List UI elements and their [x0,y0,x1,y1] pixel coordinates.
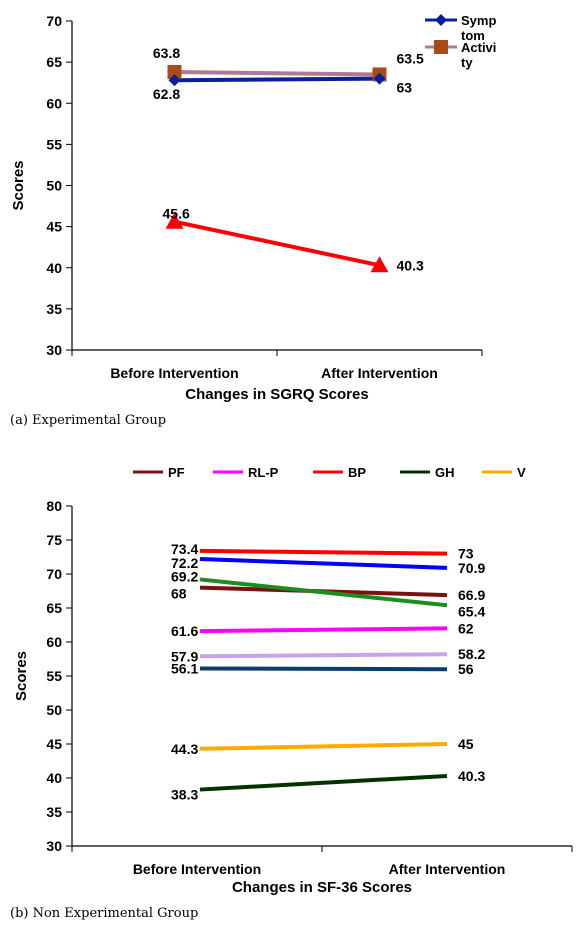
series-line [199,773,448,792]
series-line [174,69,380,77]
data-label: 63.8 [153,45,180,61]
y-axis-title: Scores [13,651,30,701]
data-label: 66.9 [458,587,485,603]
data-label: 62 [458,620,474,636]
caption-experimental-group: (a) Experimental Group [10,413,167,428]
x-axis-title: Changes in SGRQ Scores [185,386,368,403]
y-tick-label: 65 [46,600,62,616]
diamond-marker [435,14,447,26]
data-label: 72.2 [171,555,198,571]
y-tick-label: 45 [46,736,62,752]
legend-label: BP [348,465,366,480]
y-tick-label: 70 [46,13,62,29]
data-label: 68 [171,586,187,602]
data-label: 69.2 [171,568,198,584]
square-marker [167,64,182,79]
legend-label: GH [435,465,455,480]
y-tick-label: 80 [46,498,62,514]
legend-label: PF [168,465,185,480]
chart-non-experimental-group: 30 35 40 45 50 55 60 65 70 75 80 Before Interventio… [13,465,573,896]
data-label: 62.8 [153,86,180,102]
data-label: 65.4 [458,603,485,619]
data-label: 70.9 [458,560,485,576]
triangle-marker [370,256,389,273]
y-tick-label: 55 [46,668,62,684]
x-tick-label: Before Intervention [133,861,261,877]
legend-label: V [517,465,526,480]
series-line [199,548,448,556]
series-line [199,742,448,751]
x-tick-label: After Intervention [321,365,438,381]
x-axis-title: Changes in SF-36 Scores [232,879,412,896]
y-tick-label: 60 [46,634,62,650]
series-line [174,219,380,268]
series-line [174,76,380,83]
data-label: 73 [458,546,474,562]
series-line [199,666,448,672]
data-label: 40.3 [397,257,424,273]
y-tick-label: 30 [46,342,62,358]
data-label: 44.3 [171,741,198,757]
y-tick-label: 30 [46,838,62,854]
y-tick-label: 40 [46,260,62,276]
diamond-marker [373,72,386,85]
caption-non-experimental-group: (b) Non Experimental Group [10,906,199,921]
data-label: 45.6 [163,206,190,222]
data-label: 57.9 [171,648,198,664]
y-tick-label: 35 [46,301,62,317]
square-marker [434,40,448,54]
y-tick-label: 50 [46,702,62,718]
data-label: 58.2 [458,646,485,662]
legend-label: Activi [461,40,496,55]
series-line [199,626,448,634]
y-tick-label: 70 [46,566,62,582]
x-tick-label: Before Intervention [110,365,238,381]
series-line [199,557,448,570]
legend-label: Symp [461,13,496,28]
data-label: 61.6 [171,623,198,639]
y-tick-label: 55 [46,136,62,152]
legend-label: ty [461,55,473,70]
x-tick-label: After Intervention [389,861,506,877]
legend-label: RL-P [248,465,279,480]
y-tick-label: 60 [46,95,62,111]
y-tick-label: 50 [46,178,62,194]
data-label: 45 [458,736,474,752]
series-line [199,652,448,659]
y-tick-label: 35 [46,804,62,820]
data-label: 63.5 [397,50,424,66]
diamond-marker [168,74,181,87]
y-tick-label: 45 [46,219,62,235]
series-line [199,577,448,608]
y-tick-label: 75 [46,532,62,548]
triangle-marker [165,212,184,229]
data-label: 56 [458,661,474,677]
data-label: 73.4 [171,541,198,557]
data-label: 38.3 [171,787,198,803]
chart-experimental-group: 30 35 40 45 50 55 60 65 70 Before Intervention Aft… [10,13,496,403]
y-tick-label: 65 [46,54,62,70]
data-label: 63 [397,80,413,96]
data-label: 40.3 [458,768,485,784]
data-label: 56.1 [171,661,198,677]
legend-label: tom [461,28,485,43]
y-tick-label: 40 [46,770,62,786]
y-axis-title: Scores [10,160,27,210]
